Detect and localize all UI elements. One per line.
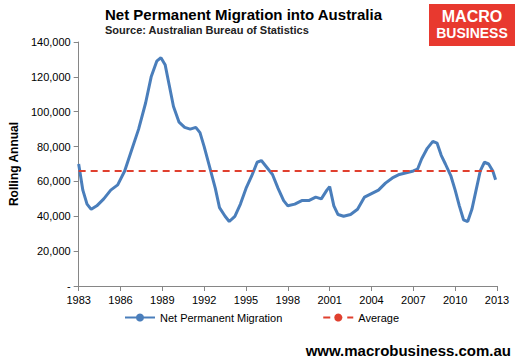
svg-text:1998: 1998 [276, 294, 300, 306]
svg-text:-: - [67, 280, 71, 292]
svg-text:60,000: 60,000 [37, 175, 71, 187]
svg-text:1989: 1989 [150, 294, 174, 306]
svg-text:Net Permanent Migration into A: Net Permanent Migration into Australia [105, 6, 383, 23]
svg-text:Source: Australian Bureau of S: Source: Australian Bureau of Statistics [105, 24, 309, 36]
svg-text:2013: 2013 [485, 294, 509, 306]
svg-text:2004: 2004 [359, 294, 383, 306]
svg-text:1992: 1992 [192, 294, 216, 306]
svg-text:40,000: 40,000 [37, 210, 71, 222]
svg-text:80,000: 80,000 [37, 141, 71, 153]
svg-text:140,000: 140,000 [31, 36, 71, 48]
svg-text:1983: 1983 [66, 294, 90, 306]
svg-text:1995: 1995 [234, 294, 258, 306]
svg-text:2007: 2007 [401, 294, 425, 306]
svg-text:BUSINESS: BUSINESS [436, 25, 508, 41]
svg-text:20,000: 20,000 [37, 245, 71, 257]
svg-text:MACRO: MACRO [442, 8, 502, 25]
svg-text:Average: Average [358, 312, 399, 324]
svg-text:2001: 2001 [317, 294, 341, 306]
svg-text:Rolling Annual: Rolling Annual [7, 122, 21, 206]
svg-text:www.macrobusiness.com.au: www.macrobusiness.com.au [305, 342, 511, 359]
svg-text:2010: 2010 [443, 294, 467, 306]
svg-text:Net Permanent Migration: Net Permanent Migration [160, 312, 282, 324]
svg-text:120,000: 120,000 [31, 71, 71, 83]
svg-text:100,000: 100,000 [31, 106, 71, 118]
svg-text:1986: 1986 [108, 294, 132, 306]
